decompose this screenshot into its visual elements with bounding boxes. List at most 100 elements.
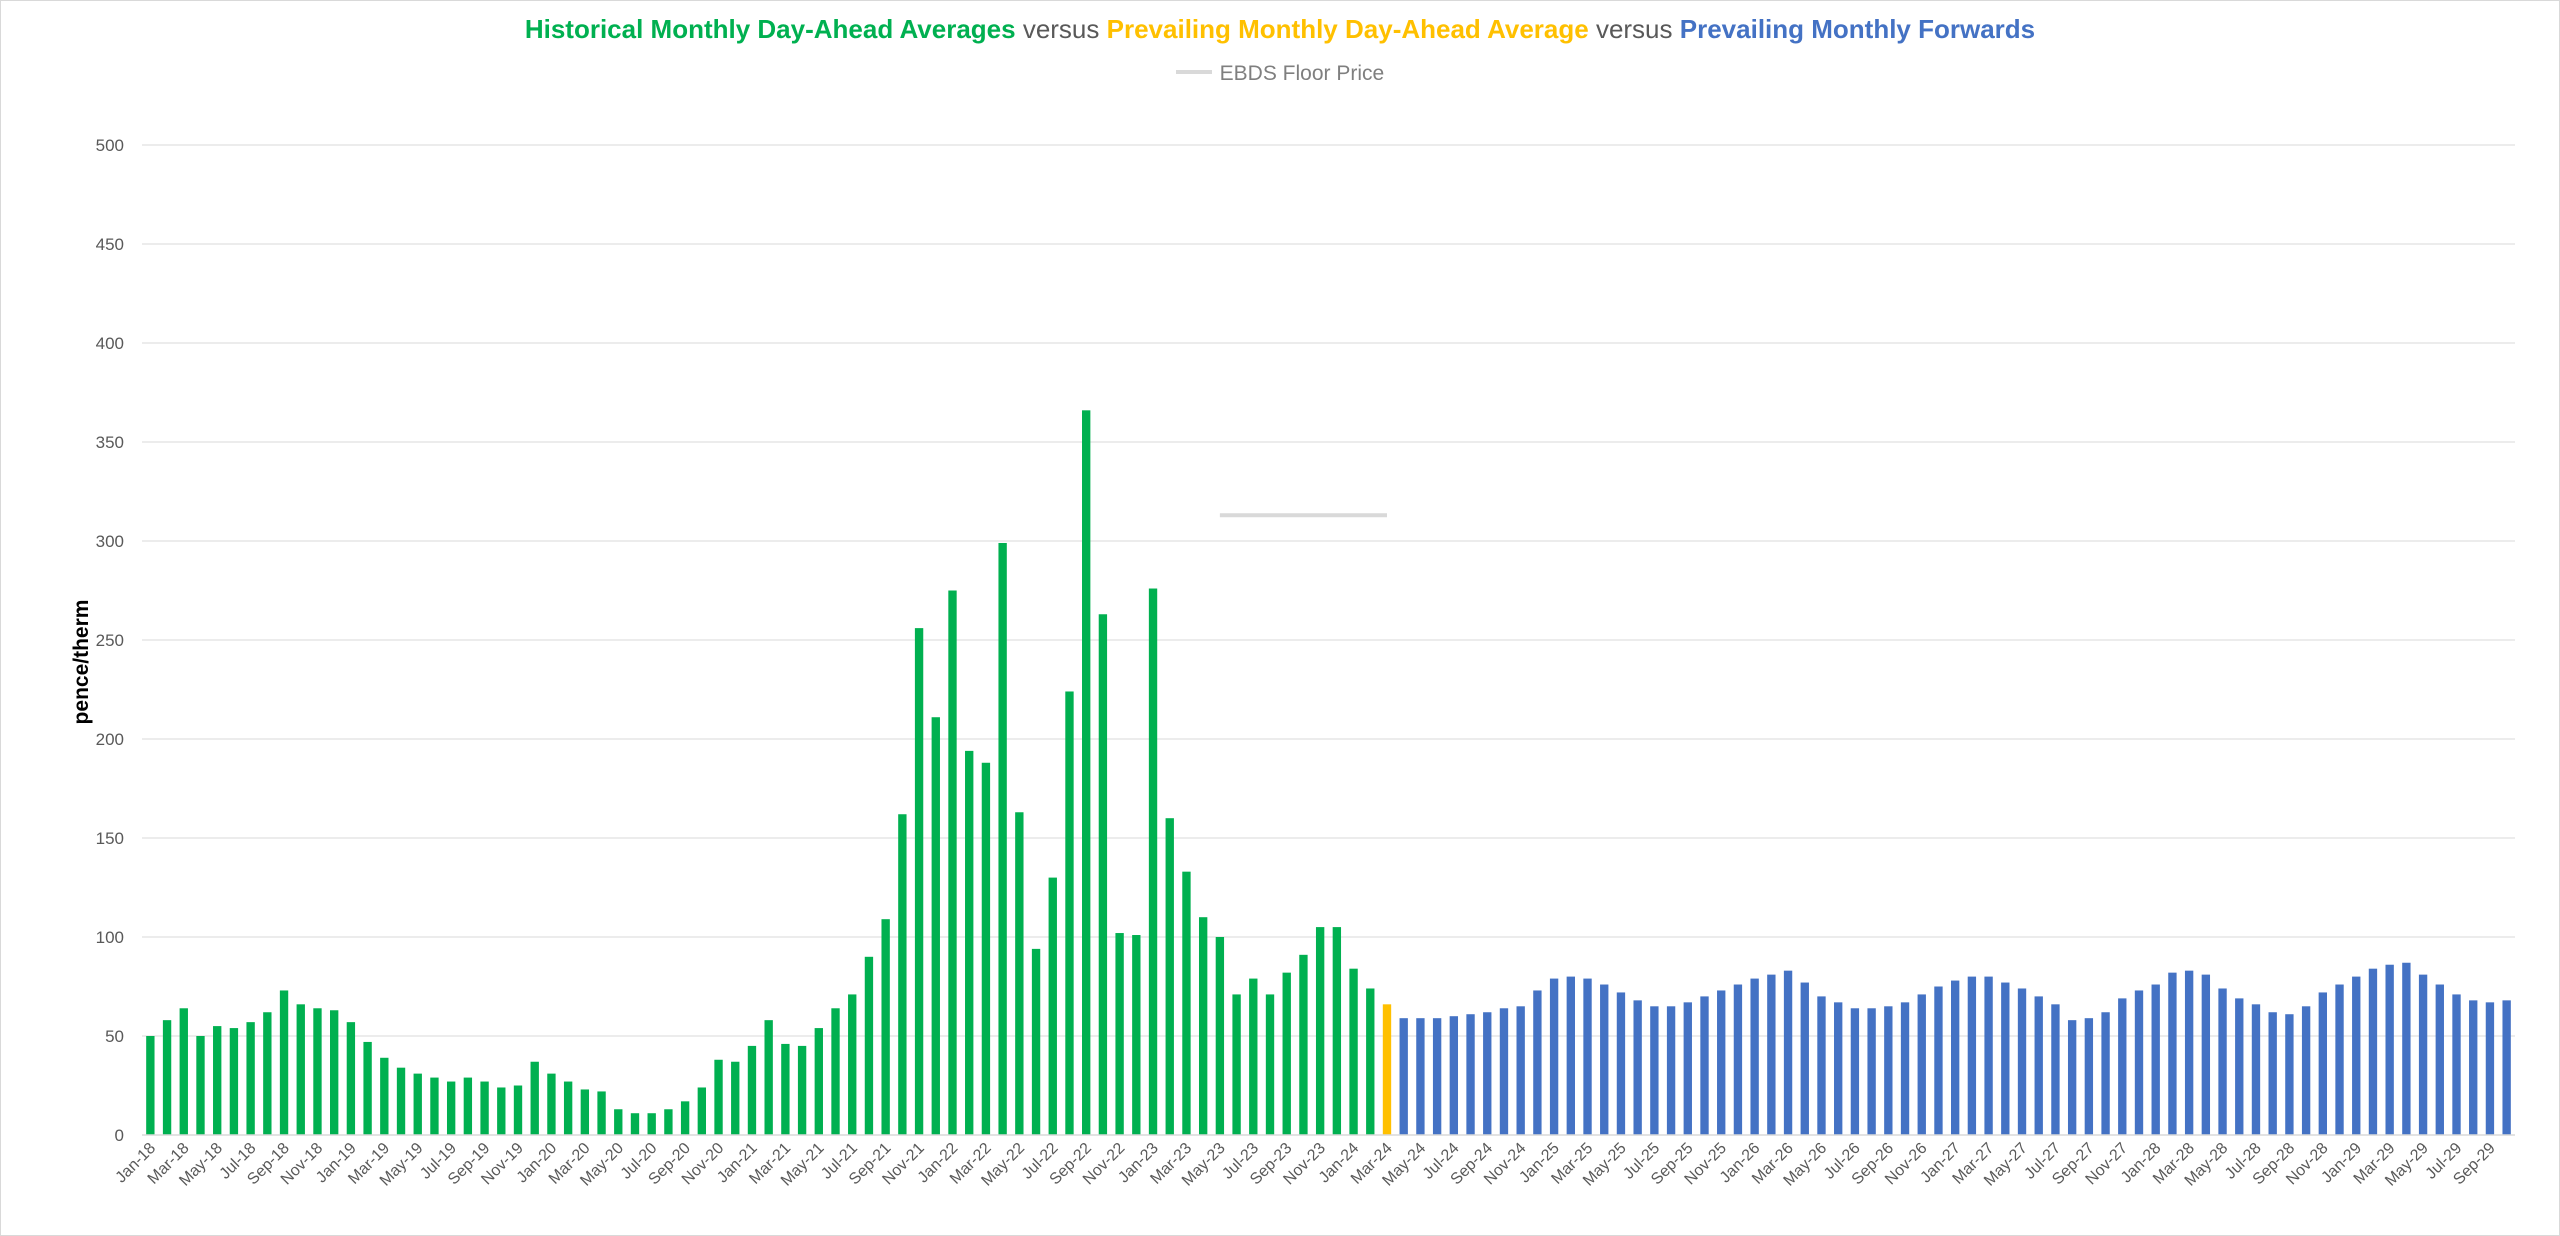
bar-hist <box>346 1022 356 1135</box>
bar-fwd <box>2452 994 2461 1135</box>
bar-fwd <box>2402 962 2411 1135</box>
bar-hist <box>630 1113 640 1135</box>
bar-hist <box>680 1101 690 1135</box>
bar-hist <box>413 1073 422 1135</box>
bar-hist <box>330 1010 339 1135</box>
bar-hist <box>1065 691 1074 1135</box>
bar-fwd <box>2235 998 2244 1135</box>
bar-fwd <box>2418 974 2428 1135</box>
bar-hist <box>1332 927 1342 1135</box>
bar-fwd <box>1516 1006 1525 1135</box>
bar-hist <box>714 1059 723 1135</box>
bar-hist <box>146 1036 155 1135</box>
y-tick-label: 300 <box>96 532 124 551</box>
y-tick-label: 150 <box>96 829 124 848</box>
bar-hist <box>1165 818 1174 1135</box>
bar-hist <box>279 990 289 1135</box>
bar-hist <box>781 1043 790 1135</box>
y-tick-label: 350 <box>96 433 124 452</box>
bar-fwd <box>1834 1002 1843 1135</box>
bar-hist <box>864 956 874 1135</box>
title-historical: Historical Monthly Day-Ahead Averages <box>524 14 1016 44</box>
bar-hist <box>1182 871 1191 1135</box>
bar-hist <box>563 1081 573 1135</box>
bar-hist <box>363 1041 372 1135</box>
bar-fwd <box>1533 990 1542 1135</box>
bar-fwd <box>2301 1006 2311 1135</box>
bar-hist <box>213 1026 222 1135</box>
bar-fwd <box>1416 1018 1425 1135</box>
bar-fwd <box>1917 994 1926 1135</box>
bar-hist <box>1265 994 1275 1135</box>
bar-fwd <box>1700 996 1709 1135</box>
y-tick-label: 500 <box>96 136 124 155</box>
bar-hist <box>814 1028 823 1135</box>
bar-fwd <box>1867 1008 1876 1135</box>
bar-hist <box>530 1061 539 1135</box>
legend-swatch-ebds-floor <box>1175 70 1212 75</box>
bar-fwd <box>1566 976 1575 1135</box>
bar-fwd <box>2134 990 2144 1135</box>
bar-fwd <box>1483 1012 1492 1135</box>
bar-hist <box>948 590 957 1135</box>
title-versus-1: versus <box>1015 14 1107 44</box>
title-versus-2: versus <box>1588 14 1680 44</box>
bar-fwd <box>2469 1000 2478 1135</box>
bar-hist <box>1249 978 1258 1135</box>
bar-hist <box>513 1085 523 1135</box>
bar-fwd <box>1850 1008 1860 1135</box>
bar-hist <box>914 628 924 1135</box>
y-tick-label: 200 <box>96 730 124 749</box>
bar-fwd <box>2168 972 2177 1135</box>
y-tick-label: 250 <box>96 631 124 650</box>
bar-fwd <box>2084 1018 2094 1135</box>
bar-fwd <box>2151 984 2160 1135</box>
bar-hist <box>1031 948 1041 1135</box>
bar-hist <box>246 1022 255 1135</box>
bar-fwd <box>2017 988 2027 1135</box>
bar-hist <box>664 1109 673 1135</box>
bar-hist <box>881 919 890 1135</box>
bar-fwd <box>1767 974 1776 1135</box>
bar-fwd <box>1717 990 1726 1135</box>
bar-fwd <box>1733 984 1743 1135</box>
bar-hist <box>764 1020 773 1135</box>
bar-hist <box>196 1036 205 1135</box>
bar-hist <box>747 1045 757 1135</box>
bar-hist <box>898 814 907 1135</box>
bar-fwd <box>1399 1018 1408 1135</box>
bar-hist <box>597 1091 606 1135</box>
bar-fwd <box>1750 978 1759 1135</box>
bar-hist <box>396 1067 406 1135</box>
bar-fwd <box>2118 998 2127 1135</box>
bar-fwd <box>2268 1012 2277 1135</box>
bar-fwd <box>2368 968 2378 1135</box>
bar-fwd <box>1449 1016 1459 1135</box>
chart-title: Historical Monthly Day-Ahead Averages ve… <box>0 14 2560 45</box>
bar-hist <box>1349 968 1358 1135</box>
bar-fwd <box>2251 1004 2261 1135</box>
bar-fwd <box>1650 1006 1659 1135</box>
bar-fwd <box>1900 1002 1910 1135</box>
bar-hist <box>229 1028 239 1135</box>
bar-hist <box>430 1077 439 1135</box>
bar-fwd <box>2435 984 2444 1135</box>
bar-hist <box>931 717 940 1135</box>
bar-hist <box>497 1087 506 1135</box>
bar-hist <box>1048 877 1057 1135</box>
bar-fwd <box>1783 970 1793 1135</box>
bar-fwd <box>1934 986 1943 1135</box>
bar-fwd <box>1950 980 1960 1135</box>
bar-hist <box>1098 614 1108 1135</box>
bar-fwd <box>2352 976 2361 1135</box>
bar-hist <box>1282 972 1291 1135</box>
y-tick-label: 50 <box>105 1027 124 1046</box>
bar-hist <box>380 1057 389 1135</box>
bar-fwd <box>2218 988 2227 1135</box>
bar-fwd <box>2385 964 2394 1135</box>
chart-legend: EBDS Floor Price <box>0 62 2560 86</box>
bar-fwd <box>1884 1006 1893 1135</box>
bar-hist <box>162 1020 172 1135</box>
